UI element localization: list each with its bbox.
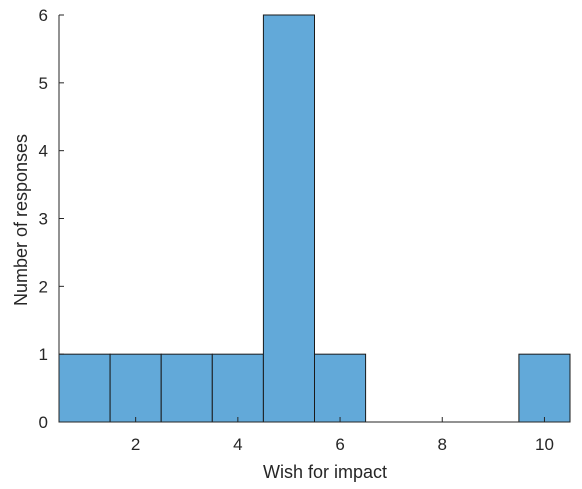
histogram-bar-4 xyxy=(262,14,315,423)
y-tick-label: 6 xyxy=(39,6,48,25)
x-tick-label: 8 xyxy=(438,435,447,454)
y-ticks-group: 0 1 2 3 4 5 6 xyxy=(39,6,64,432)
x-tick-label: 10 xyxy=(535,435,554,454)
x-axis-label: Wish for impact xyxy=(263,462,387,482)
histogram-bar-1 xyxy=(109,353,162,423)
bars-group xyxy=(58,14,571,423)
histogram-bar-6 xyxy=(518,353,571,423)
y-tick-label: 5 xyxy=(39,74,48,93)
histogram-bar-5 xyxy=(314,353,367,423)
x-tick-label: 2 xyxy=(131,435,140,454)
histogram-bar-3 xyxy=(211,353,264,423)
x-tick-label: 4 xyxy=(233,435,242,454)
y-tick-label: 4 xyxy=(39,142,48,161)
x-tick-label: 6 xyxy=(335,435,344,454)
y-tick-label: 0 xyxy=(39,413,48,432)
y-tick-label: 1 xyxy=(39,345,48,364)
y-tick-label: 2 xyxy=(39,277,48,296)
x-ticks-group: 2 4 6 8 10 xyxy=(131,417,554,454)
y-axis-label: Number of responses xyxy=(11,134,31,306)
histogram-bar-2 xyxy=(160,353,213,423)
histogram-bar-0 xyxy=(58,353,111,423)
y-tick-label: 3 xyxy=(39,210,48,229)
